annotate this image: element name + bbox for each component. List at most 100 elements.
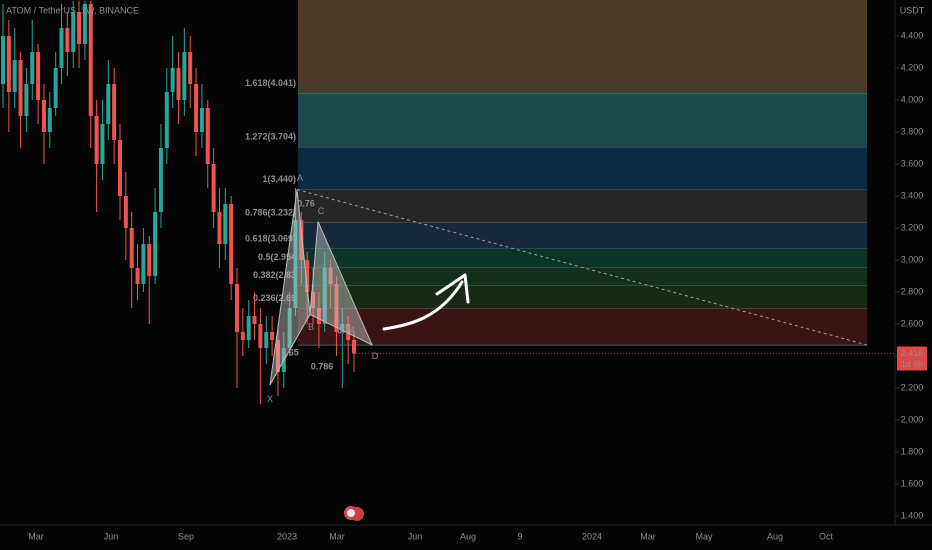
pattern-leg-bcd: [309, 221, 374, 346]
last-price-label: 2.416: [901, 348, 924, 358]
fib-level-label: 1(3.440): [262, 174, 296, 184]
candle-body: [258, 324, 263, 349]
candle-body: [59, 28, 64, 69]
candle-body: [18, 60, 23, 117]
candle-body: [100, 124, 105, 165]
harmonic-pattern: X A B C D 0.65 0.76 0.786 0.74: [267, 173, 868, 404]
candle-body: [328, 268, 333, 285]
y-tick-label: 3.200: [901, 222, 924, 232]
candle-body: [82, 4, 87, 45]
candle-body: [217, 212, 222, 245]
x-tick-label: Sep: [178, 531, 194, 541]
candle-body: [164, 92, 169, 149]
y-tick-label: 1.600: [901, 478, 924, 488]
y-tick-label: 4.400: [901, 30, 924, 40]
candle-body: [270, 332, 275, 341]
pattern-point-label: D: [372, 351, 379, 361]
candle-body: [194, 84, 199, 133]
candle-body: [41, 100, 46, 133]
currency-label: USDT: [900, 5, 925, 15]
candle-body: [6, 36, 11, 93]
candle-body: [94, 116, 99, 165]
candle-body: [53, 68, 58, 109]
candle-body: [188, 52, 193, 85]
candle-body: [176, 68, 181, 101]
y-tick-label: 4.000: [901, 94, 924, 104]
fib-level-label: 0.618(3.069): [245, 233, 296, 243]
candle-body: [112, 84, 117, 141]
candle-body: [12, 60, 17, 93]
y-tick-label: 1.400: [901, 510, 924, 520]
y-tick-label: 3.800: [901, 126, 924, 136]
x-tick-label: 9: [517, 531, 522, 541]
y-tick-label: 1.800: [901, 446, 924, 456]
y-tick-label: 2.600: [901, 318, 924, 328]
y-tick-label: 2.800: [901, 286, 924, 296]
candle-body: [199, 108, 204, 133]
fib-level-label: 0.786(3.232): [245, 207, 296, 217]
last-price-tag: [897, 346, 927, 371]
candle-body: [311, 292, 316, 309]
x-tick-label: 2023: [277, 531, 297, 541]
candle-body: [322, 268, 327, 325]
candle-body: [153, 212, 158, 277]
candle-body: [275, 340, 280, 373]
fib-zone: [298, 308, 867, 346]
candle-body: [118, 140, 122, 197]
x-tick-label: 2024: [582, 531, 602, 541]
candle-body: [240, 332, 245, 341]
x-tick-label: Mar: [329, 531, 345, 541]
fib-zone: [298, 267, 867, 286]
arrow-head: [435, 273, 470, 304]
event-icon-inner: [347, 509, 355, 517]
candle-body: [158, 148, 163, 213]
pattern-leg-xab: [269, 189, 311, 386]
candle-body: [340, 324, 345, 333]
pattern-point-label: A: [297, 173, 303, 183]
candle-body: [316, 308, 321, 325]
y-tick-label: 4.200: [901, 62, 924, 72]
candle-body: [24, 84, 29, 117]
candle-body: [77, 12, 82, 45]
pattern-ratio-label: 0.786: [311, 361, 334, 371]
y-tick-label: 3.600: [901, 158, 924, 168]
candle-body: [293, 220, 298, 309]
candle-body: [205, 108, 210, 165]
candle-body: [182, 52, 187, 101]
candles: [1, 0, 356, 405]
y-tick-label: 3.400: [901, 190, 924, 200]
x-tick-label: Jun: [104, 531, 119, 541]
candle-body: [334, 284, 339, 333]
candle-body: [36, 52, 41, 101]
candle-body: [346, 324, 351, 341]
candle-body: [123, 196, 128, 229]
pattern-point-label: X: [267, 394, 273, 404]
pattern-ratio-label: 0.76: [297, 198, 315, 208]
fib-retracement: 1.618(4.041) 1.272(3.704) 1(3.440) 0.786(3.…: [245, 0, 867, 346]
y-tick-label: 2.000: [901, 414, 924, 424]
candle-body: [235, 284, 239, 333]
y-tick-label: 3.000: [901, 254, 924, 264]
y-tick-label: 2.200: [901, 382, 924, 392]
candle-body: [229, 204, 234, 285]
x-tick-label: Mar: [28, 531, 44, 541]
fib-zone: [298, 285, 867, 309]
x-tick-label: Aug: [767, 531, 783, 541]
candle-body: [170, 68, 175, 93]
symbol-watermark: ATOM / TetherUS, 1W, BINANCE: [6, 5, 139, 15]
pattern-point-label: B: [308, 322, 314, 332]
candle-body: [252, 316, 257, 325]
pattern-ratio-label: 0.65: [281, 347, 299, 357]
trend-line: [296, 189, 868, 346]
projection-arrow: [382, 280, 464, 331]
x-tick-label: May: [695, 531, 713, 541]
x-tick-label: Aug: [460, 531, 476, 541]
candle-body: [264, 332, 269, 349]
fib-zone: [298, 0, 867, 94]
candle-body: [71, 12, 76, 53]
candle-body: [1, 36, 5, 85]
pattern-ratio-label: 0.74: [337, 325, 355, 335]
candle-body: [135, 268, 140, 285]
x-tick-label: Mar: [640, 531, 656, 541]
